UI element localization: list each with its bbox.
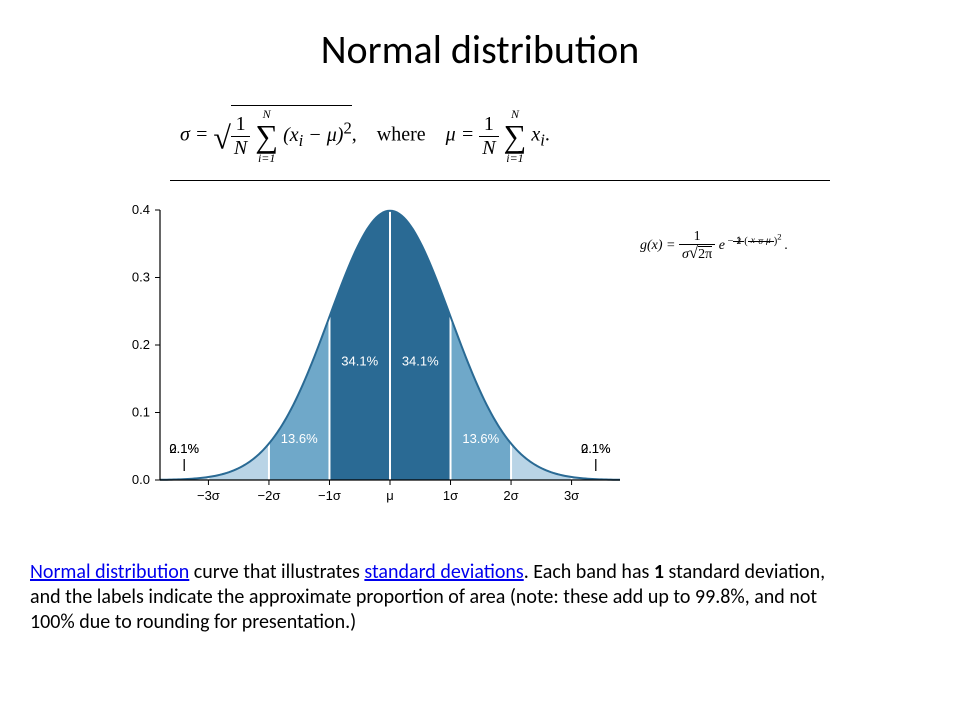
- band-pct-label: 13.6%: [281, 431, 318, 446]
- comma: ,: [352, 124, 357, 146]
- one-over-n-2: 1 N: [479, 113, 498, 160]
- pdf-lhs: g(x) =: [640, 238, 679, 253]
- sigma-big: ∑: [255, 120, 278, 152]
- caption-span: . Each band has: [524, 560, 654, 584]
- normal-dist-chart: 0.0 0.1 0.2 0.3 0.4 −3σ −2σ −1σ μ 1σ 2σ 3σ 0.1% 2.1% 1…: [100, 200, 640, 520]
- pdf-e: e: [719, 238, 725, 253]
- caption-span: curve that illustrates: [189, 560, 364, 584]
- where-text: where: [362, 124, 441, 146]
- band-pct-label: 0.1%: [581, 441, 611, 456]
- band-pct-label: 34.1%: [402, 353, 439, 368]
- y-tick-label: 0.2: [132, 337, 150, 352]
- frac-num: 1: [231, 113, 250, 137]
- y-tick-label: 0.1: [132, 405, 150, 420]
- mu-body: x: [531, 124, 540, 146]
- x-tick-label: μ: [386, 488, 394, 503]
- band: [329, 211, 390, 480]
- x-tick-label: 1σ: [443, 488, 458, 503]
- radicand: 1 N N ∑ i=1 (xi − μ)2: [231, 105, 352, 164]
- y-tick-label: 0.0: [132, 472, 150, 487]
- y-tick-label: 0.4: [132, 202, 150, 217]
- sqrt-symbol: √: [213, 120, 231, 156]
- pdf-exponent: − 1 2 ( x − μ σ )2: [725, 236, 784, 247]
- summation-2: N ∑ i=1: [504, 108, 527, 164]
- sum-lower: i=1: [255, 152, 278, 164]
- caption-link[interactable]: Normal distribution: [30, 560, 189, 584]
- divider-line: [170, 180, 830, 181]
- caption-link[interactable]: standard deviations: [364, 560, 523, 584]
- pdf-frac: 1 σ√2π: [679, 230, 715, 262]
- sum-body: (xi − μ)2: [283, 124, 352, 146]
- chart-svg: 0.0 0.1 0.2 0.3 0.4 −3σ −2σ −1σ μ 1σ 2σ 3σ 0.1% 2.1% 1…: [100, 200, 640, 520]
- std-dev-formula: σ = √ 1 N N ∑ i=1 (xi − μ)2 , where μ = …: [180, 105, 780, 180]
- frac-den: N: [231, 137, 250, 160]
- summation: N ∑ i=1: [255, 108, 278, 164]
- x-tick-label: −1σ: [318, 488, 341, 503]
- pdf-formula: g(x) = 1 σ√2π e − 1 2 ( x − μ σ )2 .: [640, 230, 788, 262]
- band: [390, 211, 451, 480]
- x-tick-label: −3σ: [197, 488, 220, 503]
- caption-text: Normal distribution curve that illustrat…: [30, 560, 860, 635]
- band-pct-label: 2.1%: [169, 441, 199, 456]
- mu-eq: μ =: [446, 124, 480, 146]
- y-tick-label: 0.3: [132, 270, 150, 285]
- slide: Normal distribution σ = √ 1 N N ∑ i=1 (x…: [0, 0, 960, 720]
- sigma-eq: σ =: [180, 124, 213, 146]
- x-tick-label: −2σ: [258, 488, 281, 503]
- x-tick-label: 2σ: [503, 488, 518, 503]
- x-tick-label: 3σ: [564, 488, 579, 503]
- pdf-den: σ√2π: [679, 245, 715, 262]
- band-pct-label: 13.6%: [462, 431, 499, 446]
- band-pct-label: 34.1%: [341, 353, 378, 368]
- one-over-n: 1 N: [231, 113, 250, 160]
- slide-title: Normal distribution: [0, 25, 960, 74]
- caption-span: 1: [654, 560, 664, 584]
